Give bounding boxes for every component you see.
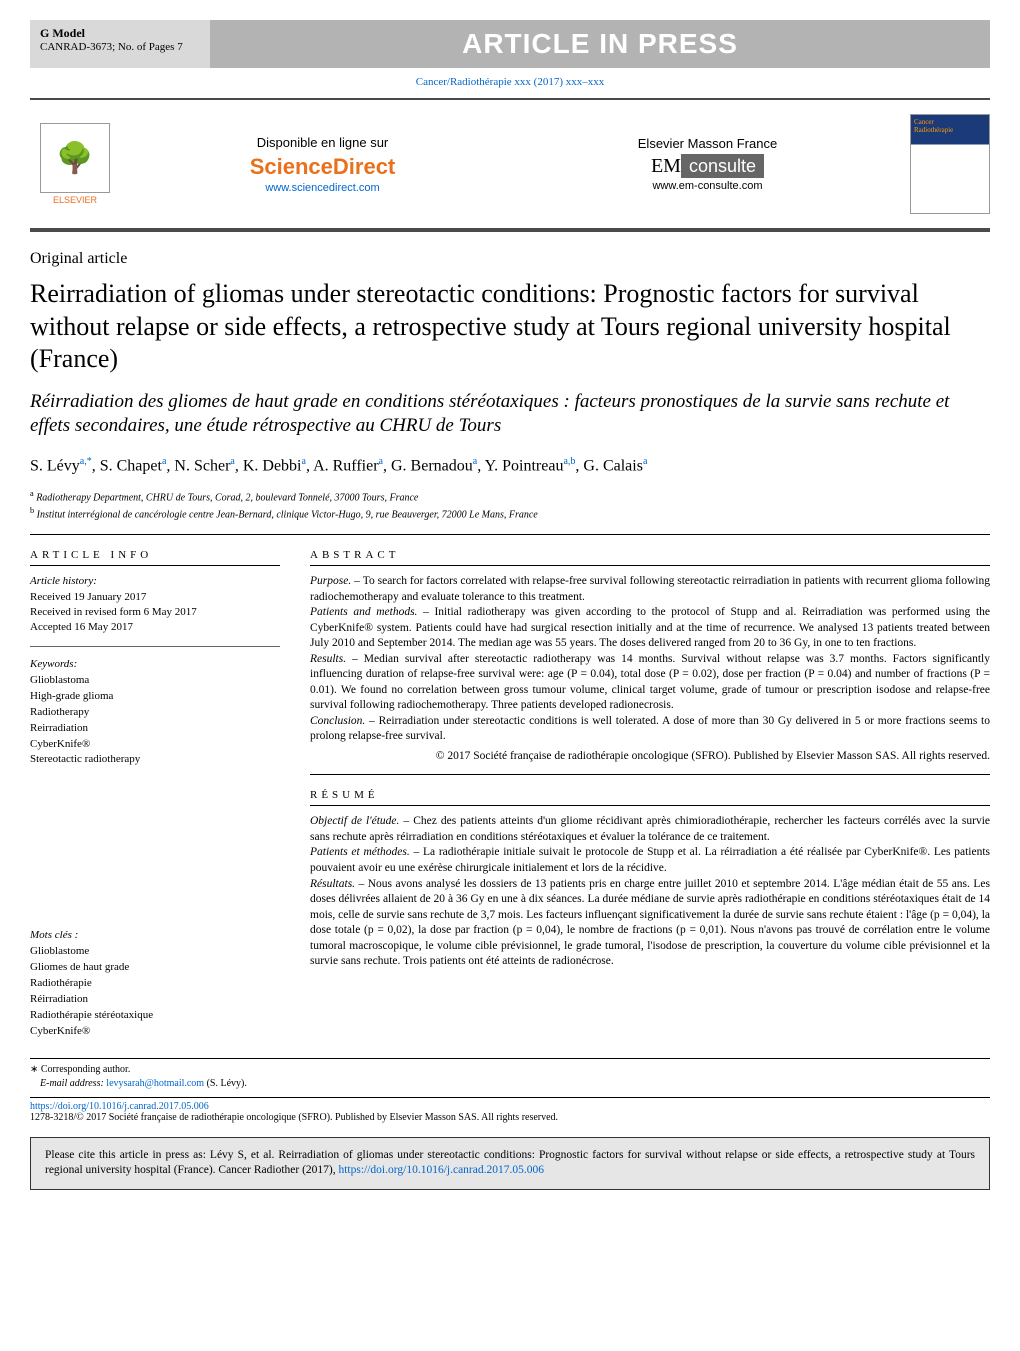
- keyword: High-grade glioma: [30, 689, 280, 705]
- resume-body: Objectif de l'étude. – Chez des patients…: [310, 814, 990, 979]
- mot-cle: CyberKnife®: [30, 1024, 280, 1040]
- affiliation-b: b Institut interrégional de cancérologie…: [30, 505, 990, 522]
- article-subtitle-french: Réirradiation des gliomes de haut grade …: [30, 390, 990, 439]
- results-heading: Results. –: [310, 653, 364, 665]
- keyword: Radiotherapy: [30, 705, 280, 721]
- issn-copyright: 1278-3218/© 2017 Société française de ra…: [30, 1112, 990, 1123]
- resume-label: résumé: [310, 789, 990, 806]
- article-title: Reirradiation of gliomas under stereotac…: [30, 278, 990, 376]
- mot-cle: Radiothérapie stéréotaxique: [30, 1008, 280, 1024]
- elsevier-text: ELSEVIER: [30, 195, 120, 205]
- em-text: EM: [651, 155, 681, 177]
- masson-label: Elsevier Masson France: [525, 136, 890, 151]
- citation-doi-link[interactable]: https://doi.org/10.1016/j.canrad.2017.05…: [338, 1164, 544, 1176]
- objectif-heading: Objectif de l'étude. –: [310, 815, 413, 827]
- purpose-heading: Purpose. –: [310, 575, 363, 587]
- abstract-copyright: © 2017 Société française de radiothérapi…: [310, 749, 990, 765]
- topbar: G Model CANRAD-3673; No. of Pages 7 ARTI…: [30, 20, 990, 68]
- authors-list: S. Lévya,*, S. Chapeta, N. Schera, K. De…: [30, 455, 990, 478]
- conclusion-text: Reirradiation under stereotactic conditi…: [310, 715, 990, 743]
- sciencedirect-url[interactable]: www.sciencedirect.com: [140, 182, 505, 194]
- corresponding-email[interactable]: levysarah@hotmail.com: [106, 1078, 204, 1089]
- elsevier-logo: 🌳 ELSEVIER: [30, 123, 120, 205]
- cover-subtitle: Radiothérapie: [914, 126, 986, 134]
- content-columns: article info Article history: Received 1…: [30, 549, 990, 1040]
- footer-notes: ∗ Corresponding author. E-mail address: …: [30, 1058, 990, 1091]
- mot-cle: Radiothérapie: [30, 976, 280, 992]
- purpose-text: To search for factors correlated with re…: [310, 575, 990, 603]
- article-type: Original article: [30, 250, 990, 268]
- gmodel-box: G Model CANRAD-3673; No. of Pages 7: [30, 20, 210, 68]
- keyword: Glioblastoma: [30, 673, 280, 689]
- right-column: abstract Purpose. – To search for factor…: [310, 549, 990, 1040]
- keyword: CyberKnife®: [30, 737, 280, 753]
- left-column: article info Article history: Received 1…: [30, 549, 280, 1040]
- elsevier-tree-icon: 🌳: [40, 123, 110, 193]
- consulte-text: consulte: [681, 154, 764, 178]
- keywords-block: Keywords: Glioblastoma High-grade glioma…: [30, 657, 280, 769]
- gmodel-label: G Model: [40, 26, 200, 41]
- resultats-heading: Résultats. –: [310, 878, 368, 890]
- mot-cle: Réirradiation: [30, 992, 280, 1008]
- canrad-label: CANRAD-3673; No. of Pages 7: [40, 41, 200, 53]
- mot-cle: Glioblastome: [30, 944, 280, 960]
- mot-cle: Gliomes de haut grade: [30, 960, 280, 976]
- email-heading: E-mail address:: [40, 1078, 104, 1089]
- emconsulte-block: Elsevier Masson France EMconsulte www.em…: [525, 136, 890, 192]
- emconsulte-logo: EMconsulte: [525, 155, 890, 178]
- abstract-label: abstract: [310, 549, 990, 566]
- affiliation-a: a Radiotherapy Department, CHRU de Tours…: [30, 488, 990, 505]
- doi-link[interactable]: https://doi.org/10.1016/j.canrad.2017.05…: [30, 1097, 990, 1112]
- corresponding-label: Corresponding author.: [41, 1064, 130, 1075]
- resultats-text: Nous avons analysé les dossiers de 13 pa…: [310, 878, 990, 968]
- cover-title: Cancer: [914, 118, 986, 126]
- keyword: Stereotactic radiotherapy: [30, 752, 280, 768]
- abstract-body: Purpose. – To search for factors correla…: [310, 574, 990, 775]
- methodes-heading: Patients et méthodes. –: [310, 846, 423, 858]
- email-author-name: (S. Lévy).: [207, 1078, 247, 1089]
- revised-date: Received in revised form 6 May 2017: [30, 605, 280, 620]
- article-info-label: article info: [30, 549, 280, 566]
- history-heading: Article history:: [30, 574, 280, 589]
- journal-reference: Cancer/Radiothérapie xxx (2017) xxx–xxx: [30, 70, 990, 100]
- conclusion-heading: Conclusion. –: [310, 715, 379, 727]
- corresponding-star: ∗: [30, 1064, 38, 1075]
- keyword: Reirradiation: [30, 721, 280, 737]
- affiliations: a Radiotherapy Department, CHRU de Tours…: [30, 488, 990, 536]
- results-text: Median survival after stereotactic radio…: [310, 653, 990, 712]
- emconsulte-url[interactable]: www.em-consulte.com: [525, 180, 890, 192]
- accepted-date: Accepted 16 May 2017: [30, 620, 280, 635]
- sciencedirect-logo: ScienceDirect: [140, 154, 505, 180]
- sciencedirect-block: Disponible en ligne sur ScienceDirect ww…: [140, 135, 505, 194]
- disponible-label: Disponible en ligne sur: [140, 135, 505, 150]
- article-in-press-banner: ARTICLE IN PRESS: [210, 20, 990, 68]
- citation-box: Please cite this article in press as: Lé…: [30, 1137, 990, 1190]
- mots-cles-block: Mots clés : Glioblastome Gliomes de haut…: [30, 928, 280, 1040]
- article-history: Article history: Received 19 January 201…: [30, 574, 280, 647]
- journal-cover-thumbnail: Cancer Radiothérapie: [910, 114, 990, 214]
- keywords-heading: Keywords:: [30, 657, 280, 673]
- received-date: Received 19 January 2017: [30, 590, 280, 605]
- publisher-header: 🌳 ELSEVIER Disponible en ligne sur Scien…: [30, 100, 990, 232]
- methods-heading: Patients and methods. –: [310, 606, 434, 618]
- mots-cles-heading: Mots clés :: [30, 928, 280, 944]
